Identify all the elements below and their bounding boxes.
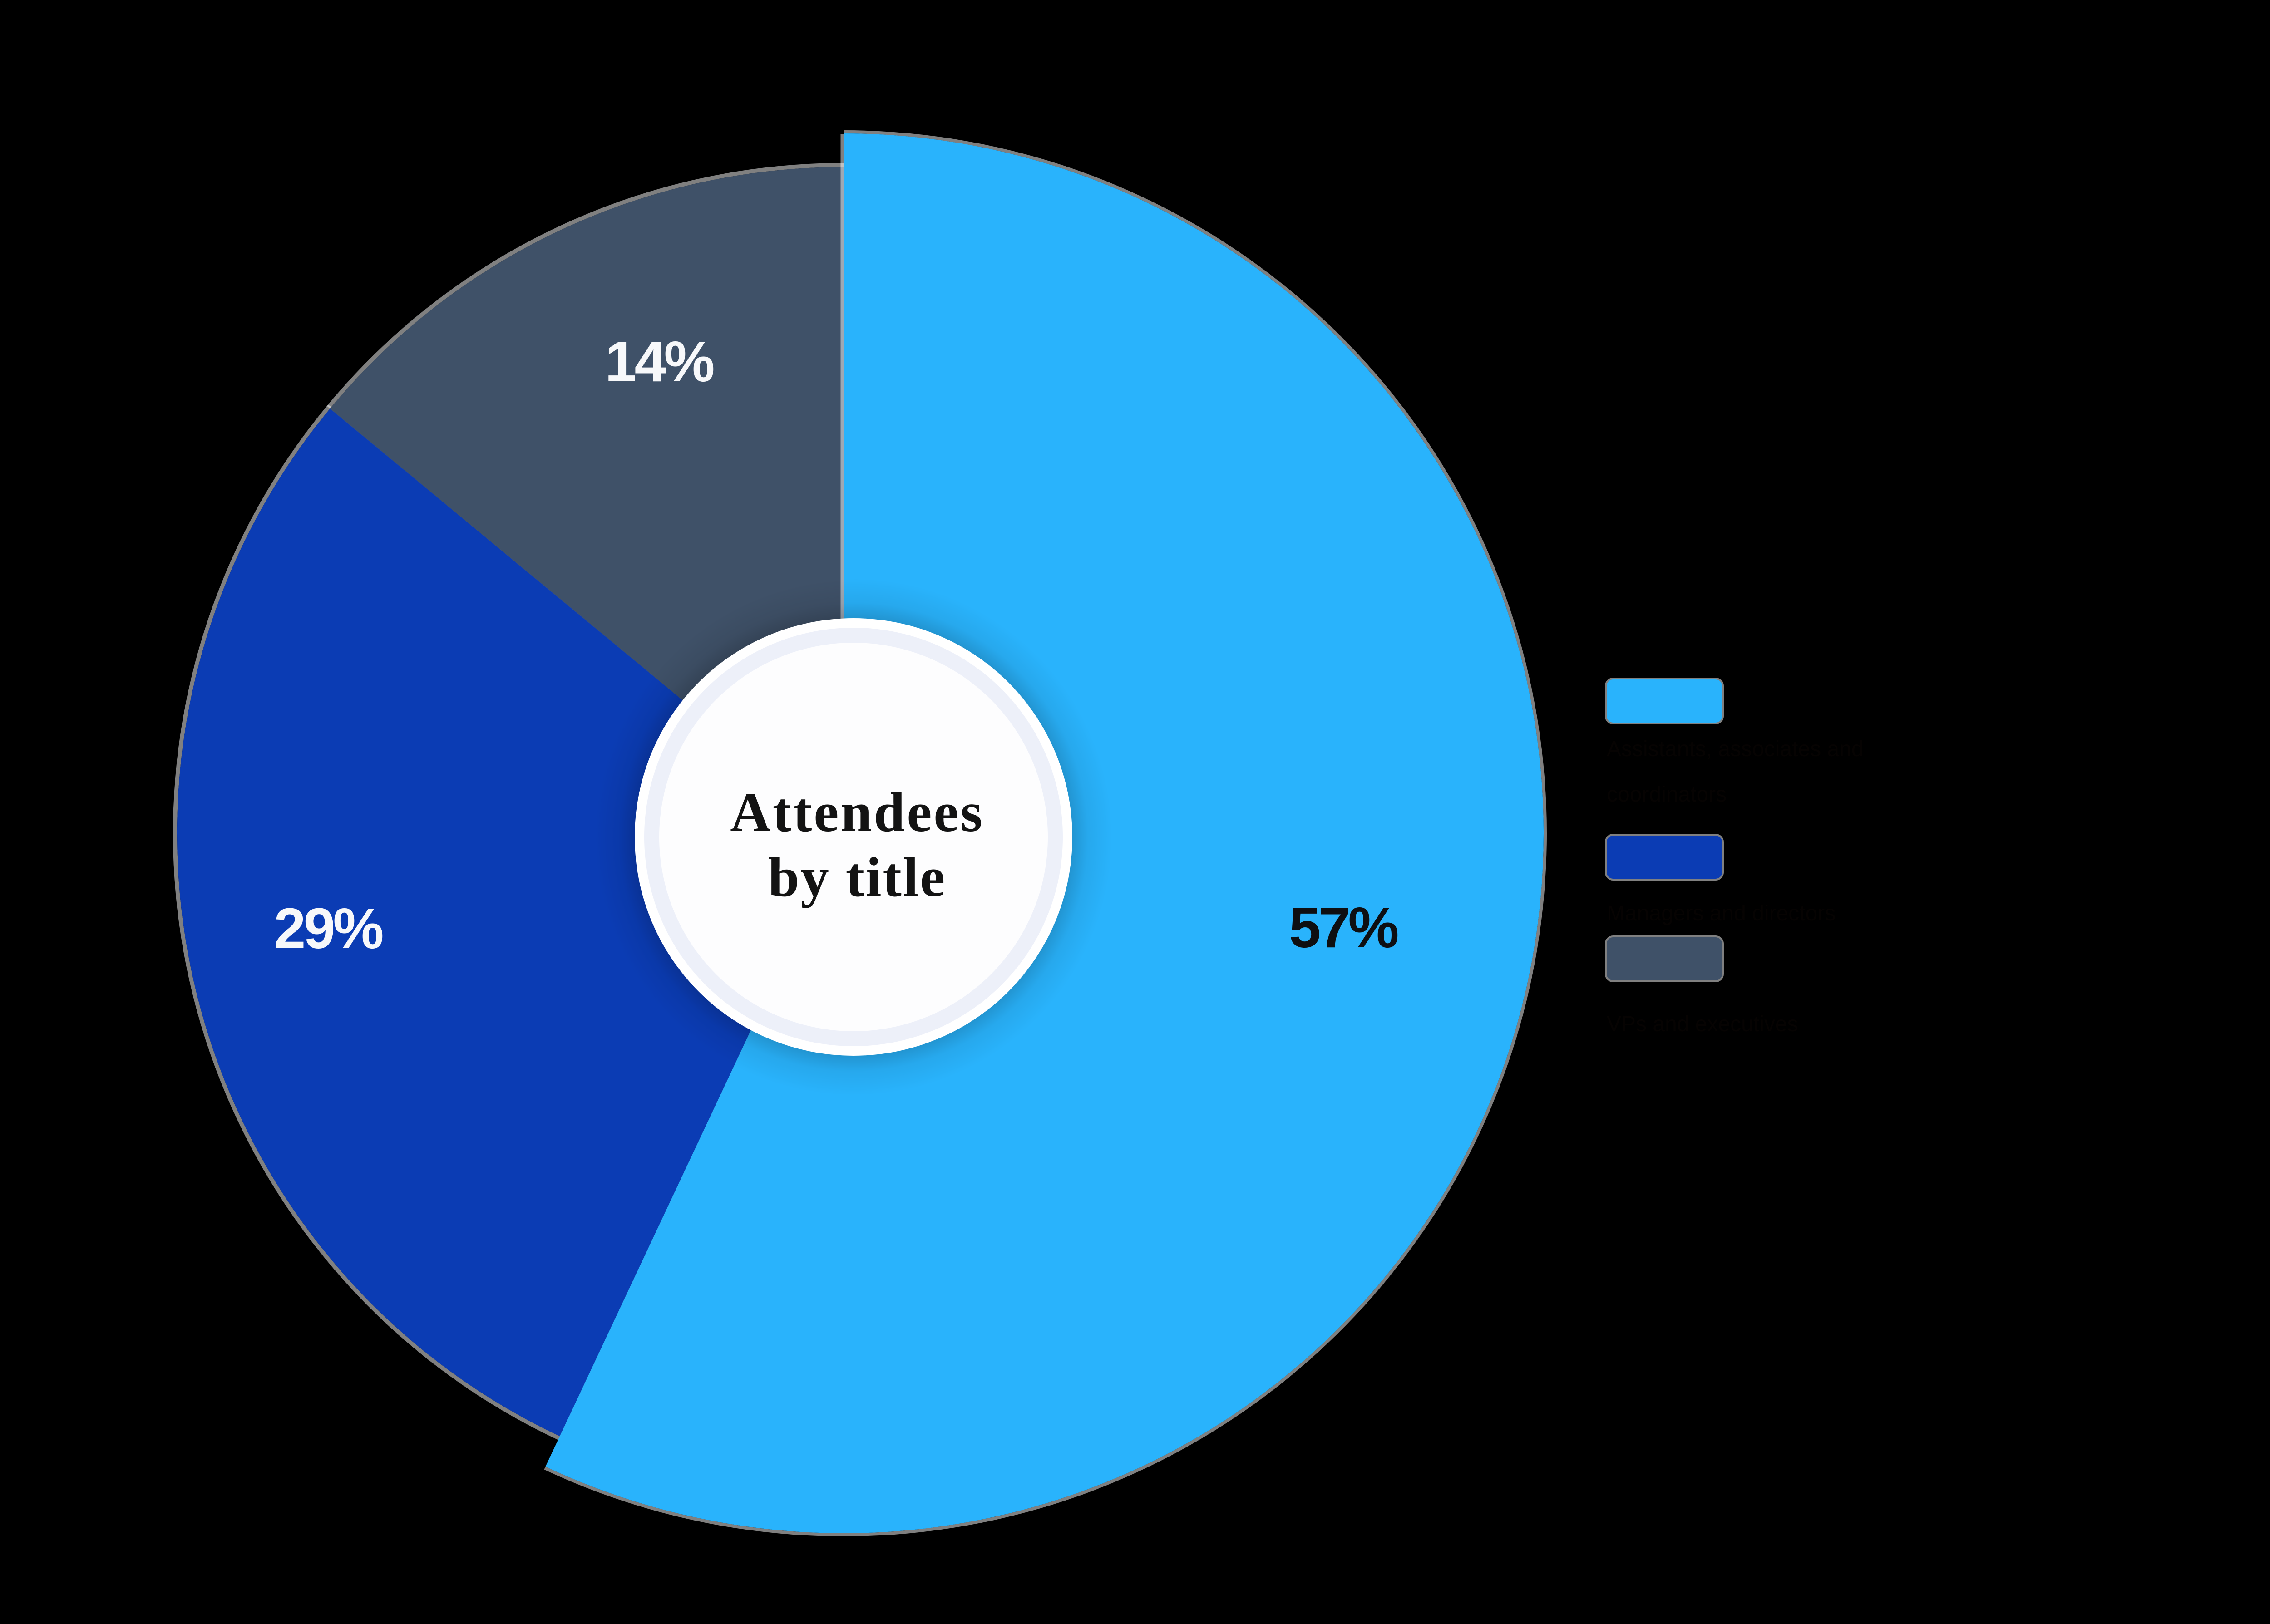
svg-text:14%: 14% [605,330,713,394]
svg-text:Managers and directors: Managers and directors [1607,901,1836,925]
svg-text:by title: by title [768,846,947,908]
svg-text:57%: 57% [1289,896,1397,960]
svg-text:Assistants, associates and: Assistants, associates and [1607,737,1864,761]
svg-text:coordinators: coordinators [1607,782,1727,807]
svg-text:29%: 29% [274,896,382,960]
svg-text:Attendees: Attendees [730,781,984,843]
svg-text:VPs and executives: VPs and executives [1607,1012,1798,1036]
